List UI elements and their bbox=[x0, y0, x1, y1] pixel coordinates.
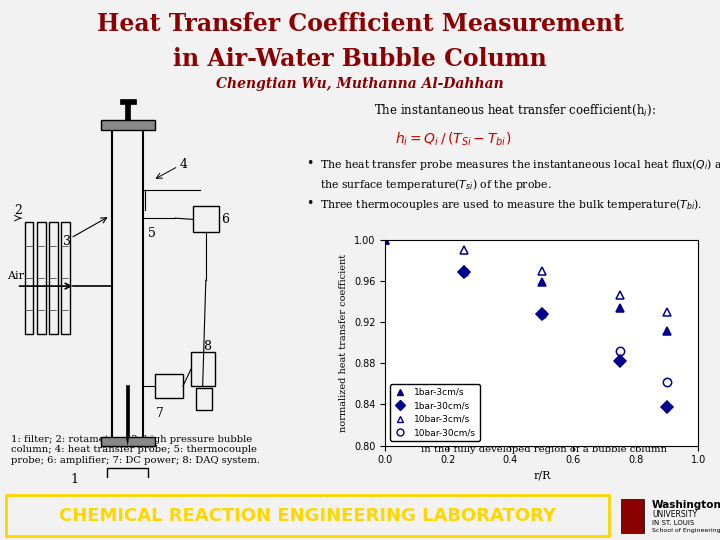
Text: School of Engineering: School of Engineering bbox=[652, 528, 720, 533]
Text: 8: 8 bbox=[203, 340, 211, 353]
Bar bbox=[120, 99, 135, 104]
Bar bbox=[155, 374, 183, 398]
Text: The heat transfer probe measures the instantaneous local heat flux($Q_i$) and: The heat transfer probe measures the ins… bbox=[320, 157, 720, 172]
Bar bbox=[112, 126, 143, 446]
Text: Heat Transfer Coefficient Measurement: Heat Transfer Coefficient Measurement bbox=[96, 12, 624, 36]
Text: The instantaneous heat transfer coefficient(h$_i$):: The instantaneous heat transfer coeffici… bbox=[374, 103, 656, 118]
Bar bbox=[49, 222, 58, 334]
Bar bbox=[60, 222, 70, 334]
Text: Radial profile of normalized heat transfer coefficient
in the fully developed re: Radial profile of normalized heat transf… bbox=[410, 435, 678, 454]
Text: 2: 2 bbox=[14, 204, 22, 217]
Text: IN ST. LOUIS: IN ST. LOUIS bbox=[652, 519, 694, 525]
Bar bbox=[196, 388, 212, 410]
Text: 3: 3 bbox=[63, 235, 71, 248]
Y-axis label: normalized heat transfer coefficient: normalized heat transfer coefficient bbox=[339, 254, 348, 432]
Bar bbox=[125, 102, 130, 120]
Text: UNIVERSITY: UNIVERSITY bbox=[652, 510, 697, 519]
Text: Air: Air bbox=[7, 271, 24, 281]
Bar bbox=[621, 499, 644, 532]
Text: •: • bbox=[306, 157, 313, 170]
Bar bbox=[24, 222, 34, 334]
Bar bbox=[37, 222, 45, 334]
Text: CHEMICAL REACTION ENGINEERING LABORATORY: CHEMICAL REACTION ENGINEERING LABORATORY bbox=[59, 507, 557, 525]
Text: the surface temperature($T_{si}$) of the probe.: the surface temperature($T_{si}$) of the… bbox=[320, 177, 552, 192]
Bar bbox=[6, 495, 609, 536]
X-axis label: r/R: r/R bbox=[533, 471, 551, 481]
Text: Three thermocouples are used to measure the bulk temperature($T_{bi}$).: Three thermocouples are used to measure … bbox=[320, 197, 703, 212]
Text: 1: filter; 2: rotameters; 3: high pressure bubble
column; 4: heat transfer probe: 1: filter; 2: rotameters; 3: high pressu… bbox=[11, 435, 260, 465]
Text: 7: 7 bbox=[156, 407, 164, 420]
Text: in Air-Water Bubble Column: in Air-Water Bubble Column bbox=[173, 46, 547, 71]
Text: 1: 1 bbox=[71, 474, 78, 487]
Bar bbox=[101, 437, 155, 446]
Bar bbox=[101, 120, 155, 130]
Text: Washington: Washington bbox=[652, 500, 720, 510]
Text: •: • bbox=[306, 197, 313, 210]
Text: Chengtian Wu, Muthanna Al-Dahhan: Chengtian Wu, Muthanna Al-Dahhan bbox=[216, 77, 504, 91]
Polygon shape bbox=[126, 437, 129, 446]
Text: 4: 4 bbox=[180, 158, 188, 171]
Bar bbox=[192, 206, 220, 232]
Bar bbox=[126, 385, 129, 437]
Text: 5: 5 bbox=[148, 227, 156, 240]
Text: 6: 6 bbox=[221, 213, 229, 226]
Text: $\it{h_i=Q_i\,/\,(T_{Si}-T_{bi})}$: $\it{h_i=Q_i\,/\,(T_{Si}-T_{bi})}$ bbox=[395, 130, 512, 147]
Bar bbox=[191, 352, 215, 386]
Legend: 1bar-3cm/s, 1bar-30cm/s, 10bar-3cm/s, 10bar-30cm/s: 1bar-3cm/s, 1bar-30cm/s, 10bar-3cm/s, 10… bbox=[390, 384, 480, 441]
Bar bbox=[107, 468, 148, 490]
